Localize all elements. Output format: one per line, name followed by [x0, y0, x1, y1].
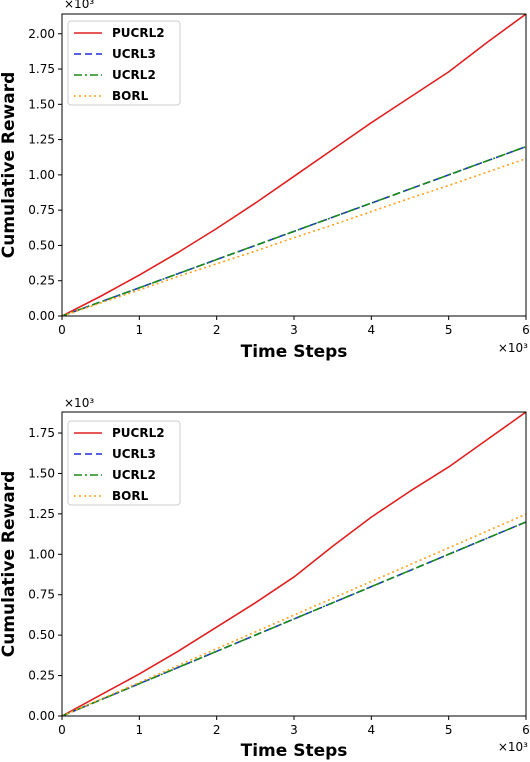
x-tick-label: 3: [290, 723, 298, 737]
chart-top: 0 1 2 3 4 5 6 0.00 0.25 0.50 0.75 1.00 1.25 1.50 1.75 2…: [0, 0, 530, 362]
x-tick-label: 4: [368, 723, 376, 737]
x-tick-label: 6: [522, 723, 530, 737]
x-tick-label: 0: [58, 723, 66, 737]
x-tick-label: 2: [213, 723, 221, 737]
y-tick-label: 1.25: [28, 133, 55, 147]
plot-lines: [62, 14, 526, 316]
legend-label-ucrl3: UCRL3: [112, 447, 156, 461]
y-tick-label: 0.25: [28, 274, 55, 288]
y-axis-title: Cumulative Reward: [0, 72, 19, 259]
series-line-borl: [62, 513, 526, 716]
y-tick-label: 0.25: [28, 669, 55, 683]
y-axis-multiplier: ×10³: [64, 396, 94, 410]
legend-label-ucrl2: UCRL2: [112, 468, 156, 482]
x-axis-title: Time Steps: [241, 741, 348, 761]
x-axis-title: Time Steps: [241, 342, 348, 362]
x-tick-label: 3: [290, 323, 298, 337]
y-tick-label: 1.00: [28, 547, 55, 561]
y-tick-label: 0.00: [28, 709, 55, 723]
legend-box: [67, 420, 181, 506]
y-tick-label: 0.00: [28, 309, 55, 323]
series-line-borl: [62, 157, 526, 316]
y-axis-title: Cumulative Reward: [0, 471, 19, 658]
x-tick-label: 1: [136, 723, 144, 737]
series-line-pucrl2: [62, 14, 526, 316]
legend: PUCRL2 UCRL3 UCRL2 BORL: [67, 420, 181, 506]
series-line-ucrl2: [62, 521, 526, 716]
legend: PUCRL2 UCRL3 UCRL2 BORL: [67, 20, 181, 106]
plot-lines: [62, 412, 526, 716]
y-tick-label: 1.00: [28, 168, 55, 182]
x-tick-label: 6: [522, 323, 530, 337]
x-tick-label: 2: [213, 323, 221, 337]
legend-box: [67, 20, 181, 106]
legend-label-pucrl2: PUCRL2: [112, 426, 165, 440]
legend-label-borl: BORL: [112, 489, 149, 503]
y-tick-label: 1.50: [28, 466, 55, 480]
x-tick-label: 4: [368, 323, 376, 337]
x-tick-label: 5: [445, 723, 453, 737]
y-tick-label: 2.00: [28, 27, 55, 41]
y-tick-label: 1.75: [28, 62, 55, 76]
y-tick-label: 1.25: [28, 507, 55, 521]
legend-label-pucrl2: PUCRL2: [112, 26, 165, 40]
legend-label-ucrl2: UCRL2: [112, 68, 156, 82]
x-axis-multiplier: ×10³: [498, 341, 528, 355]
legend-label-ucrl3: UCRL3: [112, 47, 156, 61]
series-line-ucrl2: [62, 145, 526, 316]
x-tick-label: 5: [445, 323, 453, 337]
x-tick-label: 0: [58, 323, 66, 337]
y-tick-label: 1.50: [28, 97, 55, 111]
y-tick-label: 1.75: [28, 426, 55, 440]
y-tick-label: 0.75: [28, 203, 55, 217]
chart-bottom: 0 1 2 3 4 5 6 0.00 0.25 0.50 0.75 1.00 1.25 1.50 1.75 ×…: [0, 396, 530, 761]
y-tick-label: 0.50: [28, 238, 55, 252]
x-axis-multiplier: ×10³: [498, 740, 528, 754]
y-axis-multiplier: ×10³: [64, 0, 94, 11]
x-tick-label: 1: [136, 323, 144, 337]
series-line-pucrl2: [62, 412, 526, 716]
legend-label-borl: BORL: [112, 89, 149, 103]
y-tick-label: 0.75: [28, 588, 55, 602]
y-tick-label: 0.50: [28, 628, 55, 642]
